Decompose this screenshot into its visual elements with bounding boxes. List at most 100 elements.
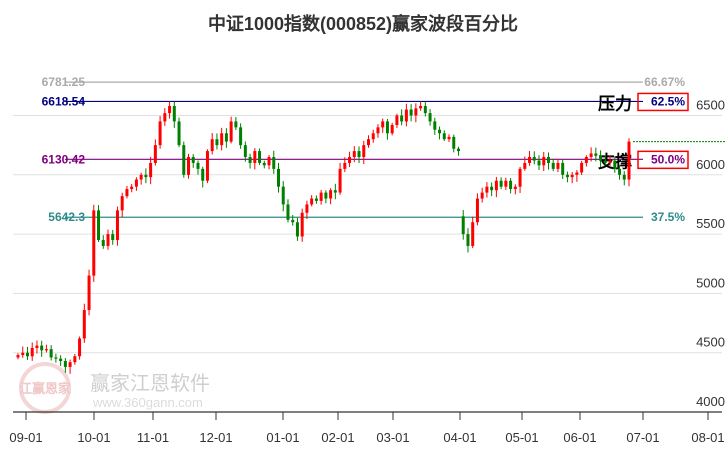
- candle-body: [485, 186, 489, 193]
- candle-body: [25, 352, 29, 357]
- candle-body: [428, 113, 432, 122]
- candle-body: [310, 198, 314, 205]
- candle-body: [106, 234, 110, 246]
- candle-body: [82, 310, 86, 339]
- watermark-brand: 赢家江恩软件: [90, 372, 210, 395]
- candle-body: [504, 180, 508, 187]
- x-tick-label: 11-01: [137, 430, 169, 445]
- candle-body: [248, 157, 252, 163]
- candle-body: [390, 124, 394, 134]
- candle-body: [561, 162, 565, 175]
- candle-body: [475, 198, 479, 223]
- candle-body: [314, 198, 318, 201]
- candle-body: [234, 121, 238, 128]
- level-value-label: 6781.25: [42, 75, 86, 89]
- level-pct-label: 66.67%: [644, 75, 685, 89]
- candle-body: [73, 356, 77, 363]
- candle-body: [210, 139, 214, 152]
- candle-body: [258, 151, 262, 163]
- candle-body: [400, 115, 404, 122]
- level-value-label: 6618.54: [42, 94, 86, 108]
- candle-body: [97, 210, 101, 241]
- candle-body: [130, 186, 134, 190]
- candle-body: [120, 196, 124, 211]
- candle-body: [546, 157, 550, 163]
- candle-body: [149, 162, 153, 178]
- candle-body: [300, 212, 304, 237]
- candle-body: [575, 172, 579, 175]
- candle-body: [277, 168, 281, 187]
- candle-body: [343, 162, 347, 169]
- candle-body: [49, 349, 53, 358]
- candle-body: [494, 180, 498, 191]
- candle-body: [589, 153, 593, 158]
- candle-body: [16, 355, 20, 358]
- candle-body: [442, 133, 446, 140]
- candle-body: [381, 121, 385, 128]
- candle-body: [115, 210, 119, 241]
- x-tick-label: 05-01: [505, 430, 538, 445]
- level-pct-label: 50.0%: [651, 152, 685, 166]
- chart-title: 中证1000指数(000852)赢家波段百分比: [207, 14, 519, 34]
- candle-body: [187, 157, 191, 175]
- candle-body: [295, 222, 299, 237]
- x-tick-label: 03-01: [376, 430, 409, 445]
- candle-body: [366, 139, 370, 146]
- candle-body: [348, 157, 352, 163]
- candle-body: [30, 347, 34, 357]
- candle-body: [63, 361, 67, 367]
- candle-body: [490, 186, 494, 191]
- y-tick-label: 4000: [696, 394, 725, 409]
- level-tag: 压力: [598, 93, 632, 113]
- candle-body: [466, 234, 470, 246]
- candle-body: [438, 129, 442, 134]
- candle-body: [523, 162, 527, 169]
- y-tick-label: 5000: [696, 275, 725, 290]
- candle-body: [125, 189, 129, 197]
- candle-body: [608, 160, 612, 163]
- candle-body: [565, 174, 569, 178]
- x-tick-label: 07-01: [626, 430, 659, 445]
- candle-body: [509, 180, 513, 190]
- candle-body: [101, 240, 105, 246]
- candle-body: [139, 174, 143, 180]
- candle-body: [134, 179, 138, 187]
- candle-body: [376, 127, 380, 134]
- candle-body: [78, 338, 82, 357]
- candle-body: [357, 151, 361, 158]
- x-tick-label: 12-01: [199, 430, 232, 445]
- candle-body: [603, 160, 607, 163]
- candle-body: [618, 168, 622, 175]
- candle-body: [229, 121, 233, 142]
- candle-body: [537, 160, 541, 166]
- candle-body: [281, 186, 285, 205]
- candle-body: [253, 151, 257, 163]
- candle-body: [68, 362, 72, 367]
- level-value-label: 6130.42: [42, 152, 86, 166]
- candle-body: [319, 192, 323, 201]
- candle-body: [499, 180, 503, 187]
- candle-body: [528, 157, 532, 163]
- candle-body: [513, 186, 517, 190]
- candle-body: [40, 345, 44, 351]
- candle-body: [111, 234, 115, 241]
- y-tick-label: 4500: [696, 335, 725, 350]
- y-tick-label: 6500: [696, 98, 725, 113]
- candle-body: [54, 357, 58, 359]
- candle-body: [371, 133, 375, 140]
- candle-body: [267, 157, 271, 166]
- candle-body: [395, 115, 399, 125]
- candle-body: [201, 168, 205, 181]
- candle-body: [419, 106, 423, 109]
- candle-body: [44, 349, 48, 351]
- candle-body: [404, 109, 408, 122]
- watermark-seal-text: 江赢恩家: [19, 381, 72, 396]
- candle-body: [262, 162, 266, 166]
- candle-body: [580, 162, 584, 173]
- candle-body: [92, 210, 96, 276]
- candle-body: [532, 157, 536, 161]
- candle-body: [542, 157, 546, 166]
- candle-body: [87, 275, 91, 311]
- candle-body: [215, 139, 219, 146]
